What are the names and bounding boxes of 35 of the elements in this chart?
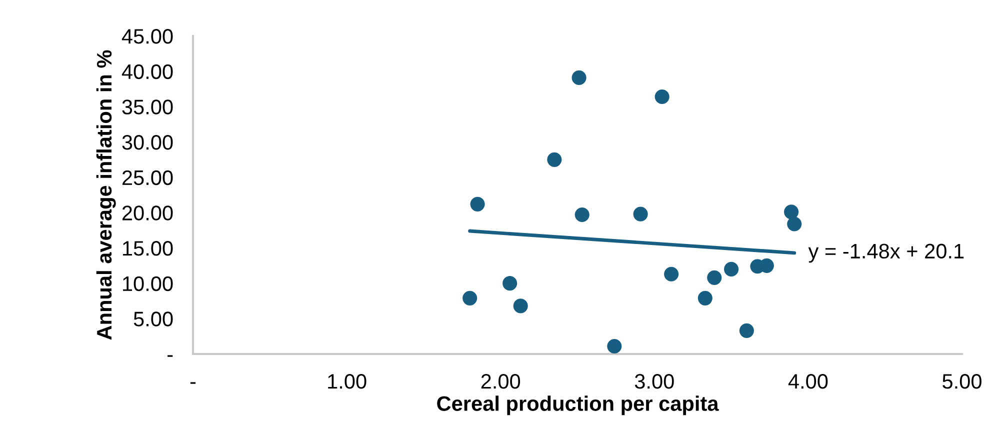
point (547, 152, 562, 167)
x-axis-title: Cereal production per capita (437, 396, 719, 416)
y-tick-label: 20.00 (122, 206, 173, 220)
point (654, 89, 670, 104)
y-tick-label: - (168, 355, 173, 357)
y-tick-label: 35.00 (122, 100, 173, 114)
y-tick-label: 25.00 (122, 170, 173, 186)
point (607, 338, 622, 354)
point (572, 70, 586, 85)
x-tick-label: 3.00 (634, 374, 674, 389)
point (724, 262, 739, 276)
point (664, 266, 679, 282)
point (784, 204, 799, 220)
y-tick-label: 30.00 (122, 135, 173, 150)
point (739, 323, 754, 338)
x-tick-label: 1.00 (328, 374, 366, 389)
y-tick-label: 5.00 (134, 312, 173, 326)
x-tick-label: 2.00 (481, 374, 520, 389)
point (470, 196, 485, 212)
x-tick-label: 4.00 (788, 374, 828, 389)
point (513, 298, 528, 314)
point (462, 290, 478, 306)
point (574, 208, 590, 222)
y-tick-label: 45.00 (122, 29, 173, 44)
y-axis-title: Annual average inflation in % (96, 50, 116, 340)
x-tick-label: 5.00 (942, 374, 982, 389)
point (502, 276, 518, 291)
y-tick-label: 15.00 (123, 241, 173, 256)
y-tick-label: 10.00 (123, 276, 173, 292)
annotation: y = -1.48x + 20.1 (808, 244, 964, 263)
point (707, 270, 722, 285)
point (787, 216, 802, 232)
point (633, 206, 648, 222)
y-tick-label: 40.00 (122, 64, 173, 80)
point (698, 290, 712, 306)
